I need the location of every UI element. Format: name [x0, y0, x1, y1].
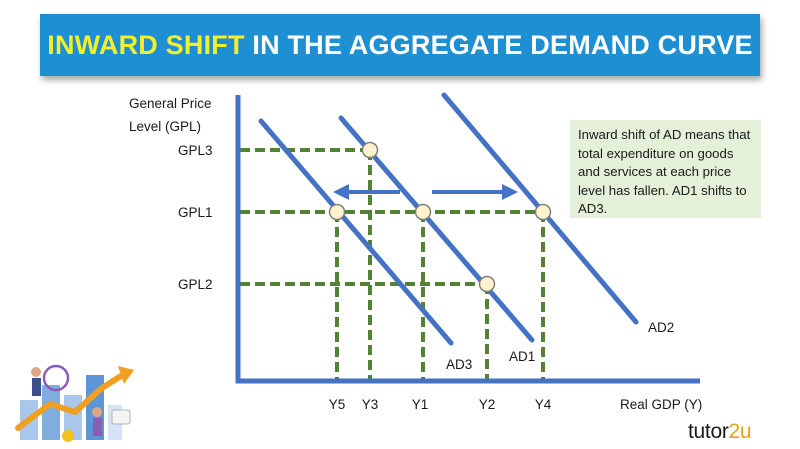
- point-ad1-gpl3: [361, 141, 379, 159]
- title-highlight: INWARD SHIFT: [47, 29, 245, 60]
- brand-logo: tutor2u: [688, 420, 752, 444]
- title-text: IN THE AGGREGATE DEMAND CURVE: [244, 29, 753, 60]
- brand-accent: 2u: [728, 420, 752, 443]
- output-label-y4: Y4: [535, 397, 552, 412]
- price-label-gpl3: GPL3: [178, 143, 213, 158]
- output-label-y3: Y3: [362, 397, 379, 412]
- dashed-guides: [240, 148, 545, 380]
- price-label-gpl2: GPL2: [178, 277, 213, 292]
- left-arrowhead-icon: [333, 184, 349, 200]
- y-axis-label-line2: Level (GPL): [129, 119, 201, 134]
- x-axis-label: Real GDP (Y): [620, 397, 702, 412]
- growth-illustration-icon: [15, 364, 134, 442]
- ad3-curve: [258, 118, 454, 346]
- brand-main: tutor: [688, 420, 729, 443]
- axes: [235, 95, 700, 384]
- curve-label-ad1: AD1: [509, 349, 535, 364]
- point-ad1-gpl1: [414, 203, 432, 221]
- point-ad3-gpl1: [328, 203, 346, 221]
- price-label-gpl1: GPL1: [178, 205, 213, 220]
- title-banner: INWARD SHIFT IN THE AGGREGATE DEMAND CUR…: [40, 14, 760, 76]
- curve-label-ad2: AD2: [648, 320, 674, 335]
- shift-arrows: [333, 184, 518, 200]
- explanation-note: Inward shift of AD means that total expe…: [570, 120, 761, 218]
- equilibrium-points: [328, 141, 552, 293]
- point-ad1-gpl2: [478, 275, 496, 293]
- output-label-y2: Y2: [479, 397, 496, 412]
- output-label-y1: Y1: [412, 397, 429, 412]
- point-ad2-gpl1: [534, 203, 552, 221]
- output-label-y5: Y5: [329, 397, 346, 412]
- curve-label-ad3: AD3: [446, 357, 472, 372]
- axis-lines: [235, 95, 700, 384]
- y-axis-label-line1: General Price: [129, 96, 212, 111]
- right-arrowhead-icon: [502, 184, 518, 200]
